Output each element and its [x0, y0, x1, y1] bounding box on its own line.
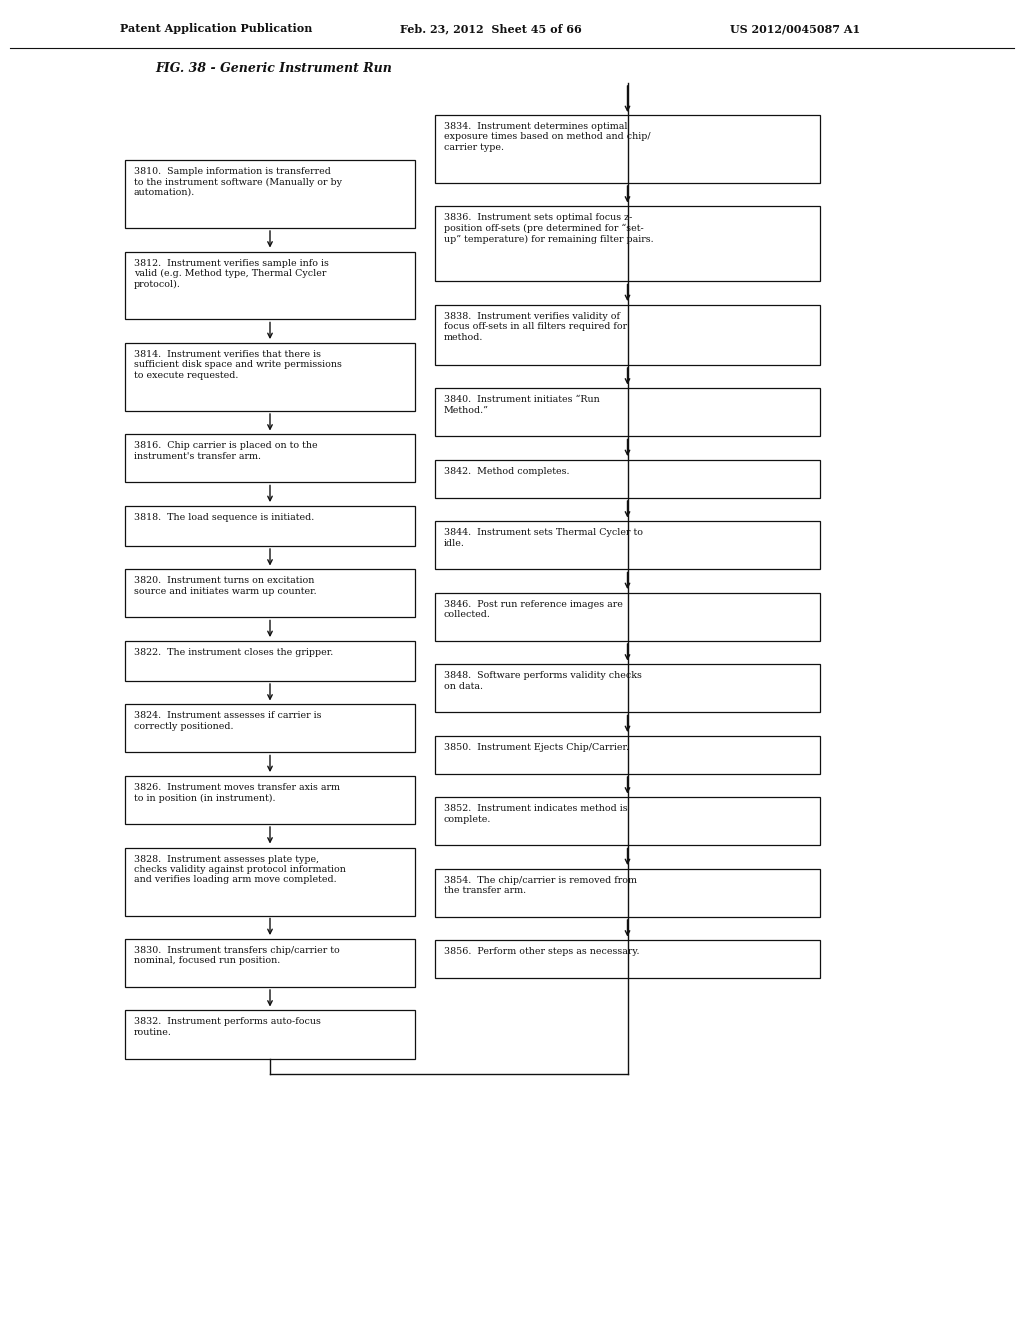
Text: 3810.  Sample information is transferred
to the instrument software (Manually or: 3810. Sample information is transferred … [134, 168, 342, 197]
FancyBboxPatch shape [125, 642, 415, 681]
Text: 3818.  The load sequence is initiated.: 3818. The load sequence is initiated. [134, 513, 314, 521]
FancyBboxPatch shape [435, 664, 820, 713]
Text: 3852.  Instrument indicates method is
complete.: 3852. Instrument indicates method is com… [444, 804, 628, 824]
FancyBboxPatch shape [435, 459, 820, 498]
FancyBboxPatch shape [125, 506, 415, 546]
Text: 3832.  Instrument performs auto-focus
routine.: 3832. Instrument performs auto-focus rou… [134, 1018, 321, 1038]
FancyBboxPatch shape [125, 252, 415, 319]
Text: Patent Application Publication: Patent Application Publication [120, 22, 312, 34]
Text: 3822.  The instrument closes the gripper.: 3822. The instrument closes the gripper. [134, 648, 333, 657]
Text: 3812.  Instrument verifies sample info is
valid (e.g. Method type, Thermal Cycle: 3812. Instrument verifies sample info is… [134, 259, 329, 289]
FancyBboxPatch shape [435, 115, 820, 183]
FancyBboxPatch shape [125, 160, 415, 228]
FancyBboxPatch shape [435, 797, 820, 846]
Text: 3830.  Instrument transfers chip/carrier to
nominal, focused run position.: 3830. Instrument transfers chip/carrier … [134, 946, 340, 965]
Text: 3850.  Instrument Ejects Chip/Carrier.: 3850. Instrument Ejects Chip/Carrier. [444, 743, 629, 752]
Text: 3854.  The chip/carrier is removed from
the transfer arm.: 3854. The chip/carrier is removed from t… [444, 876, 637, 895]
FancyBboxPatch shape [125, 434, 415, 483]
FancyBboxPatch shape [125, 1011, 415, 1059]
Text: 3856.  Perform other steps as necessary.: 3856. Perform other steps as necessary. [444, 948, 640, 957]
FancyBboxPatch shape [125, 776, 415, 824]
Text: 3834.  Instrument determines optimal
exposure times based on method and chip/
ca: 3834. Instrument determines optimal expo… [444, 121, 650, 152]
Text: 3826.  Instrument moves transfer axis arm
to in position (in instrument).: 3826. Instrument moves transfer axis arm… [134, 783, 340, 803]
Text: 3844.  Instrument sets Thermal Cycler to
idle.: 3844. Instrument sets Thermal Cycler to … [444, 528, 643, 548]
Text: 3824.  Instrument assesses if carrier is
correctly positioned.: 3824. Instrument assesses if carrier is … [134, 711, 322, 731]
FancyBboxPatch shape [435, 869, 820, 917]
Text: 3840.  Instrument initiates “Run
Method.”: 3840. Instrument initiates “Run Method.” [444, 396, 600, 414]
Text: 3842.  Method completes.: 3842. Method completes. [444, 467, 569, 477]
FancyBboxPatch shape [435, 206, 820, 281]
Text: 3816.  Chip carrier is placed on to the
instrument's transfer arm.: 3816. Chip carrier is placed on to the i… [134, 441, 317, 461]
FancyBboxPatch shape [125, 569, 415, 618]
FancyBboxPatch shape [435, 940, 820, 978]
Text: Feb. 23, 2012  Sheet 45 of 66: Feb. 23, 2012 Sheet 45 of 66 [400, 22, 582, 34]
FancyBboxPatch shape [125, 939, 415, 987]
FancyBboxPatch shape [125, 847, 415, 916]
FancyBboxPatch shape [435, 305, 820, 366]
FancyBboxPatch shape [125, 705, 415, 752]
FancyBboxPatch shape [125, 343, 415, 411]
Text: 3828.  Instrument assesses plate type,
checks validity against protocol informat: 3828. Instrument assesses plate type, ch… [134, 854, 346, 884]
FancyBboxPatch shape [435, 521, 820, 569]
FancyBboxPatch shape [435, 737, 820, 774]
Text: 3814.  Instrument verifies that there is
sufficient disk space and write permiss: 3814. Instrument verifies that there is … [134, 350, 342, 380]
Text: US 2012/0045087 A1: US 2012/0045087 A1 [730, 22, 860, 34]
Text: 3836.  Instrument sets optimal focus z-
position off-sets (pre determined for “s: 3836. Instrument sets optimal focus z- p… [444, 214, 653, 244]
Text: 3846.  Post run reference images are
collected.: 3846. Post run reference images are coll… [444, 601, 623, 619]
Text: 3838.  Instrument verifies validity of
focus off-sets in all filters required fo: 3838. Instrument verifies validity of fo… [444, 312, 627, 342]
Text: 3820.  Instrument turns on excitation
source and initiates warm up counter.: 3820. Instrument turns on excitation sou… [134, 577, 316, 595]
Text: FIG. 38 - Generic Instrument Run: FIG. 38 - Generic Instrument Run [155, 62, 392, 75]
FancyBboxPatch shape [435, 593, 820, 642]
Text: 3848.  Software performs validity checks
on data.: 3848. Software performs validity checks … [444, 672, 642, 690]
FancyBboxPatch shape [435, 388, 820, 437]
